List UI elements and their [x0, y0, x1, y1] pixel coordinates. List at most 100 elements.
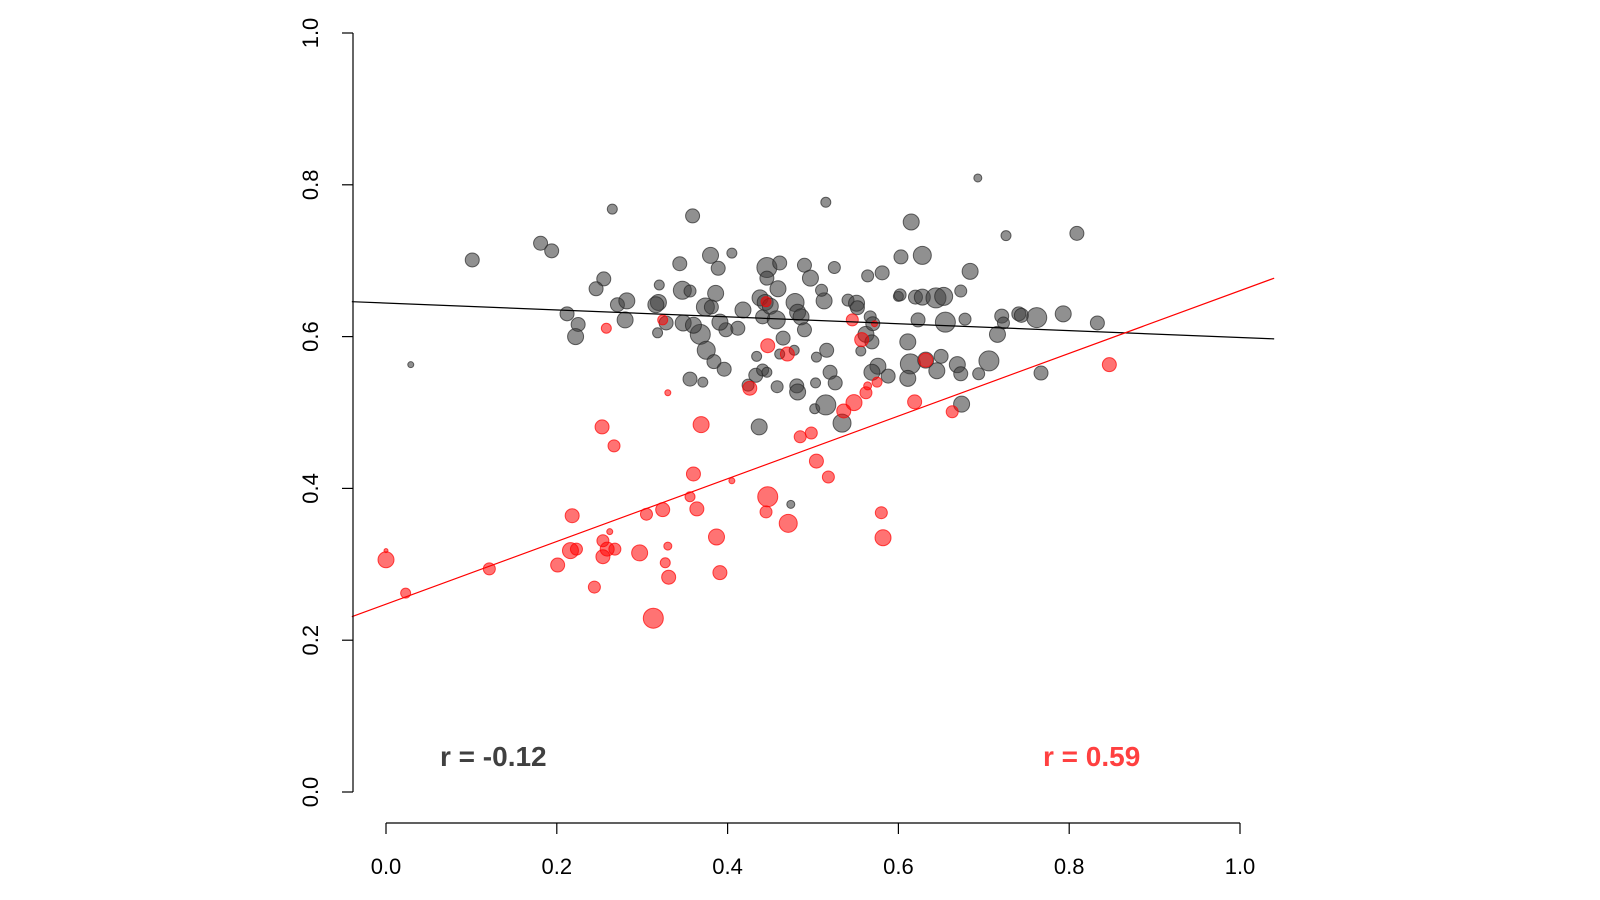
- black-data-point: [801, 269, 819, 287]
- black-data-point: [702, 246, 720, 264]
- black-data-point: [988, 325, 1006, 343]
- x-tick-label: 0.4: [712, 854, 743, 879]
- black-data-point: [958, 312, 972, 326]
- black-data-point: [902, 213, 920, 231]
- black-data-point: [996, 316, 1010, 330]
- y-tick-label: 0.6: [298, 321, 323, 352]
- red-data-point: [728, 477, 736, 485]
- red-data-point: [657, 314, 669, 326]
- black-data-point: [751, 350, 763, 362]
- black-data-point: [810, 351, 822, 363]
- black-data-point: [1000, 230, 1012, 242]
- black-data-point: [792, 308, 810, 326]
- red-data-point: [871, 376, 883, 388]
- black-data-point: [652, 327, 664, 339]
- black-data-point: [706, 354, 722, 370]
- red-data-point: [692, 416, 710, 434]
- black-data-point: [684, 316, 702, 334]
- red-data-point: [606, 528, 614, 536]
- black-data-point: [726, 247, 738, 259]
- black-data-point: [953, 366, 969, 382]
- red-fit-line: [351, 277, 1275, 618]
- x-tick-label: 0.8: [1054, 854, 1085, 879]
- red-data-point: [870, 320, 878, 328]
- black-data-point: [810, 377, 822, 389]
- red-data-point: [608, 542, 622, 556]
- red-data-point: [874, 529, 892, 547]
- y-tick-label: 0.2: [298, 625, 323, 656]
- black-data-point: [730, 320, 746, 336]
- black-data-point: [533, 235, 549, 251]
- black-data-point: [559, 306, 575, 322]
- red-data-point: [918, 352, 934, 368]
- black-data-point: [407, 361, 415, 369]
- black-data-point: [710, 260, 726, 276]
- black-data-point: [827, 375, 843, 391]
- black-data-point: [827, 261, 841, 275]
- black-data-point: [815, 283, 829, 297]
- red-data-point: [760, 338, 776, 354]
- black-data-point: [766, 310, 786, 330]
- black-data-point: [596, 271, 612, 287]
- red-data-point: [845, 394, 863, 412]
- black-data-point: [899, 369, 917, 387]
- red-data-point: [945, 405, 959, 419]
- black-data-point: [910, 312, 926, 328]
- red-data-point: [779, 346, 795, 362]
- black-data-point: [750, 418, 768, 436]
- black-data-point: [685, 208, 701, 224]
- red-data-point: [661, 569, 677, 585]
- red-data-point: [863, 381, 873, 391]
- black-data-point: [786, 499, 796, 509]
- red-data-point: [778, 513, 798, 533]
- red-data-point: [569, 542, 583, 556]
- red-data-point: [707, 528, 725, 546]
- black-data-point: [1013, 307, 1029, 323]
- x-tick-label: 1.0: [1225, 854, 1256, 879]
- black-data-point: [618, 292, 636, 310]
- black-data-point: [672, 256, 688, 272]
- red-data-point: [600, 322, 612, 334]
- black-data-point: [761, 366, 773, 378]
- black-data-point: [716, 361, 732, 377]
- red-data-point: [550, 557, 566, 573]
- black-data-point: [770, 380, 784, 394]
- red-data-point: [587, 580, 601, 594]
- red-data-point: [631, 544, 649, 562]
- red-data-point: [854, 332, 870, 348]
- black-data-point: [815, 394, 837, 416]
- black-data-point: [861, 269, 875, 283]
- red-data-point: [663, 541, 673, 551]
- black-data-point: [464, 252, 480, 268]
- red-data-point: [564, 508, 580, 524]
- black-data-point: [683, 284, 697, 298]
- black-data-point: [697, 376, 709, 388]
- red-data-point: [808, 453, 824, 469]
- black-data-point: [874, 265, 890, 281]
- black-data-point: [1089, 315, 1105, 331]
- y-tick-label: 0.4: [298, 473, 323, 504]
- black-data-point: [899, 333, 917, 351]
- black-data-point: [973, 173, 983, 183]
- y-tick-label: 0.0: [298, 777, 323, 808]
- red-data-point: [664, 389, 672, 397]
- black-data-point: [567, 328, 585, 346]
- black-series: [407, 173, 1105, 509]
- black-data-point: [696, 340, 716, 360]
- x-axis: 0.0 0.2 0.4 0.6 0.8 1.0: [371, 822, 1256, 879]
- y-axis: 0.0 0.2 0.4 0.6 0.8 1.0: [298, 18, 354, 808]
- black-fit-line: [351, 301, 1275, 340]
- red-data-point: [689, 501, 705, 517]
- red-correlation-label: r = 0.59: [1043, 741, 1140, 772]
- black-data-point: [954, 284, 968, 298]
- black-data-point: [759, 270, 775, 286]
- black-data-point: [703, 299, 719, 315]
- red-data-point: [804, 426, 818, 440]
- red-data-point: [383, 548, 389, 554]
- black-data-point: [796, 322, 812, 338]
- x-tick-label: 0.0: [371, 854, 402, 879]
- red-data-point: [845, 313, 859, 327]
- red-data-point: [821, 470, 835, 484]
- black-data-point: [978, 350, 1000, 372]
- black-data-point: [933, 348, 949, 364]
